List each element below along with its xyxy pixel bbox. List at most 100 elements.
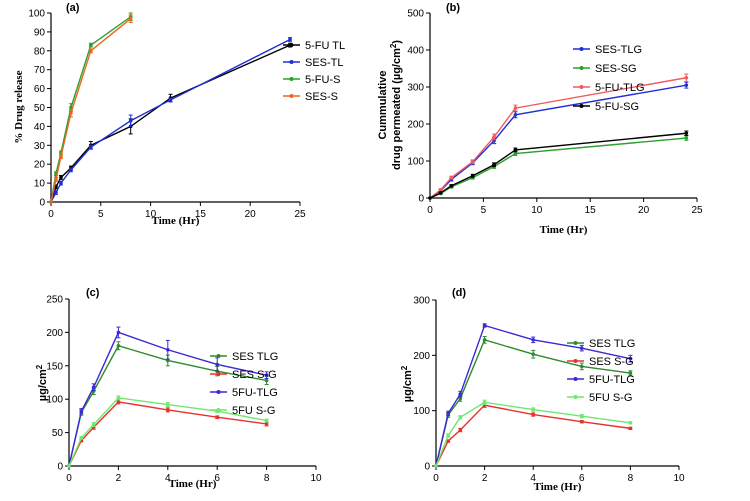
legend-swatch-marker [579, 85, 584, 89]
panel-label: (a) [66, 2, 80, 14]
data-point [580, 419, 584, 424]
legend-label: SES-TLG [595, 44, 642, 56]
data-point [91, 385, 96, 389]
legend-label: 5FU-TLG [589, 374, 635, 386]
y-tick-label: 70 [34, 65, 46, 76]
data-point [264, 422, 269, 426]
data-point [215, 415, 219, 420]
data-point [54, 190, 58, 195]
y-tick-label: 20 [34, 160, 46, 171]
legend-swatch-marker [579, 47, 584, 51]
data-point [59, 181, 63, 185]
x-axis-label: Time (Hr) [540, 224, 588, 236]
legend-label: 5FU-TLG [232, 387, 278, 399]
series-ses-tl [49, 37, 293, 204]
legend-swatch-marker [216, 372, 221, 376]
data-point [684, 75, 689, 80]
x-tick-label: 0 [48, 209, 54, 220]
y-tick-label: 0 [424, 462, 430, 473]
x-axis-label: Time (Hr) [534, 481, 582, 493]
legend-label: 5FU S-G [232, 405, 275, 417]
x-tick-label: 15 [585, 205, 597, 216]
y-tick-label: 100 [413, 406, 430, 417]
data-point [69, 111, 73, 115]
legend-swatch-marker [573, 359, 578, 363]
data-point [458, 415, 463, 420]
data-point [513, 151, 518, 156]
y-tick-label: 0 [418, 194, 424, 205]
data-point [89, 43, 93, 47]
x-tick-label: 10 [531, 205, 543, 216]
legend-item: 5-FU-TLG [573, 82, 645, 94]
legend-swatch-marker [216, 408, 221, 412]
y-tick-label: 150 [46, 361, 63, 372]
data-point [684, 136, 689, 140]
data-point [69, 168, 73, 172]
legend-item: 5FU S-G [567, 392, 632, 404]
data-point [89, 49, 93, 53]
data-point [531, 352, 535, 357]
data-point [684, 83, 689, 87]
data-point [438, 188, 443, 192]
data-point [116, 330, 121, 335]
x-tick-label: 2 [116, 473, 122, 484]
data-point [215, 362, 219, 367]
x-tick-label: 6 [214, 473, 220, 484]
y-axis-label-text: µg/cm [402, 370, 414, 402]
legend-item: SES-SG [573, 63, 637, 75]
y-tick-label: 500 [407, 9, 424, 20]
legend-swatch-marker [579, 104, 584, 108]
y-tick-label: 200 [413, 351, 430, 362]
series-5fu-s-g [434, 399, 633, 468]
x-tick-label: 20 [245, 209, 257, 220]
data-point [264, 378, 269, 383]
y-axis-label: µg/cm2 [400, 365, 414, 402]
data-point [49, 200, 53, 204]
data-point [54, 177, 58, 182]
legend-label: SES S-G [589, 356, 634, 368]
y-axis-label-superscript: 2 [400, 365, 409, 370]
legend-label: SES-SG [595, 63, 637, 75]
y-axis-label-line1: Cummulative [377, 70, 389, 139]
y-tick-label: 0 [57, 462, 63, 473]
data-point [449, 175, 454, 180]
panel-label: (b) [446, 2, 460, 14]
x-tick-label: 0 [66, 473, 72, 484]
data-point [513, 106, 518, 110]
data-point [492, 162, 496, 167]
y-axis-label-line2: drug permeated (µg/cm2) [389, 40, 403, 170]
series-line [50, 44, 291, 203]
legend-label: 5-FU TL [305, 40, 345, 52]
legend-swatch-marker [579, 66, 584, 70]
data-point [288, 37, 292, 42]
data-point [628, 421, 633, 425]
y-tick-label: 0 [39, 198, 45, 209]
legend-label: SES-S [305, 91, 338, 103]
y-tick-label: 200 [407, 120, 424, 131]
x-axis-label: Time (Hr) [169, 478, 217, 490]
legend-label: 5FU S-G [589, 392, 632, 404]
series-5fu-tlg [434, 323, 633, 468]
x-tick-label: 6 [579, 473, 585, 484]
y-tick-label: 100 [407, 157, 424, 168]
data-point [116, 396, 121, 400]
data-point [91, 422, 96, 427]
y-axis-label-text: drug permeated (µg/cm [391, 48, 403, 170]
legend-item: SES-S [283, 91, 338, 103]
x-tick-label: 15 [195, 209, 207, 220]
legend-item: SES S-G [567, 356, 634, 368]
data-point [531, 407, 535, 412]
x-tick-label: 10 [673, 473, 685, 484]
data-point [482, 338, 487, 342]
y-axis-label: % Drug release [13, 70, 25, 143]
data-point [470, 174, 475, 178]
series-ses-s-g [434, 402, 633, 468]
data-point [482, 400, 487, 405]
x-tick-label: 5 [98, 209, 104, 220]
y-tick-label: 60 [34, 84, 46, 95]
data-point [116, 343, 121, 348]
y-tick-label: 50 [52, 428, 64, 439]
x-tick-label: 8 [264, 473, 270, 484]
y-tick-label: 30 [34, 141, 46, 152]
